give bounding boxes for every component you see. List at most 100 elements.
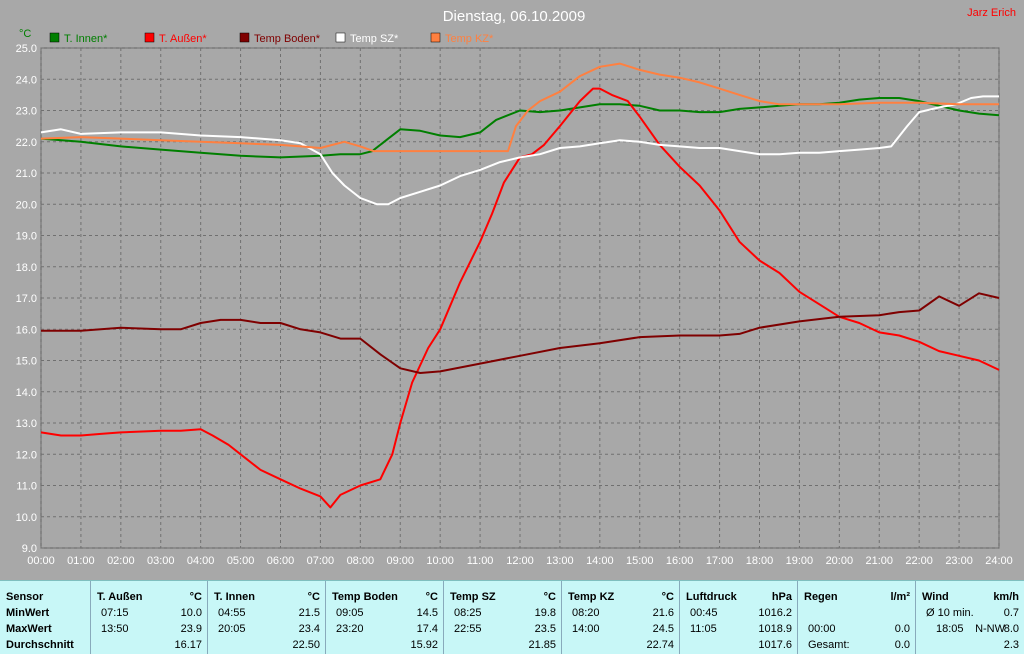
x-tick-label: 09:00 — [386, 555, 414, 567]
x-tick-label: 22:00 — [905, 555, 933, 567]
stats-max-value: 8.0 — [1003, 623, 1019, 635]
y-tick-label: 13.0 — [16, 418, 37, 430]
y-tick-label: 18.0 — [16, 262, 37, 274]
stats-max-row: 23:20 17.4 — [326, 621, 444, 637]
stats-min-value: 21.5 — [298, 607, 320, 619]
stats-max-value: 1018.9 — [758, 623, 792, 635]
x-tick-label: 03:00 — [147, 555, 175, 567]
legend-swatch — [239, 32, 250, 43]
stats-column-t-au-en: T. Außen °C 07:15 10.0 13:50 23.9 16.17 — [90, 581, 208, 654]
stats-max-row: 14:00 24.5 — [562, 621, 680, 637]
x-tick-label: 11:00 — [467, 555, 494, 567]
stats-max-value: 23.9 — [180, 623, 202, 635]
stats-header-unit: hPa — [771, 591, 792, 603]
stats-min-time: 08:25 — [454, 607, 482, 619]
y-tick-label: 9.0 — [22, 543, 37, 555]
stats-min-value: 1016.2 — [758, 607, 792, 619]
x-tick-label: 16:00 — [666, 555, 694, 567]
stats-min-value: 10.0 — [180, 607, 202, 619]
stats-max-row: 18:05 N-NW 8.0 — [916, 621, 1024, 637]
stats-min-value: 21.6 — [652, 607, 674, 619]
legend-label: T. Außen* — [159, 33, 207, 45]
x-tick-label: 12:00 — [506, 555, 534, 567]
legend-swatch — [49, 32, 60, 43]
stats-max-time: 00:00 — [808, 623, 836, 635]
stats-avg-label: Gesamt: — [808, 639, 850, 651]
x-tick-label: 15:00 — [626, 555, 654, 567]
stats-max-time: 13:50 — [101, 623, 129, 635]
stats-max-value: 24.5 — [652, 623, 674, 635]
x-tick-label: 21:00 — [865, 555, 893, 567]
stats-header: Temp KZ °C — [562, 589, 680, 605]
x-tick-label: 01:00 — [67, 555, 95, 567]
stats-max-direction: N-NW — [975, 623, 1005, 635]
stats-column-temp-boden: Temp Boden °C 09:05 14.5 23:20 17.4 15.92 — [325, 581, 444, 654]
y-tick-label: 24.0 — [16, 74, 37, 86]
y-tick-label: 22.0 — [16, 137, 37, 149]
stats-header-name: Temp Boden — [332, 591, 398, 603]
x-tick-label: 08:00 — [347, 555, 375, 567]
stats-header: Temp SZ °C — [444, 589, 562, 605]
stats-header: T. Außen °C — [91, 589, 208, 605]
stats-max-value: 23.5 — [534, 623, 556, 635]
y-tick-label: 23.0 — [16, 106, 37, 118]
stats-row-label: Durchschnitt — [6, 639, 74, 651]
stats-avg-value: 16.17 — [174, 639, 202, 651]
x-tick-label: 00:00 — [27, 555, 55, 567]
series-line-2 — [41, 292, 1000, 374]
stats-avg-value: 21.85 — [528, 639, 556, 651]
stats-min-row: 09:05 14.5 — [326, 605, 444, 621]
x-tick-label: 24:00 — [985, 555, 1013, 567]
stats-min-time: Ø 10 min. — [926, 607, 974, 619]
stats-min-value: 19.8 — [534, 607, 556, 619]
y-tick-label: 20.0 — [16, 199, 37, 211]
stats-column-temp-sz: Temp SZ °C 08:25 19.8 22:55 23.5 21.85 — [443, 581, 562, 654]
y-tick-label: 25.0 — [16, 43, 37, 55]
stats-row-label: MaxWert — [6, 623, 52, 635]
stats-max-time: 18:05 — [936, 623, 964, 635]
stats-column-temp-kz: Temp KZ °C 08:20 21.6 14:00 24.5 22.74 — [561, 581, 680, 654]
y-axis-unit: °C — [19, 28, 31, 40]
stats-avg-row: 16.17 — [91, 637, 208, 653]
stats-min-row: 00:45 1016.2 — [680, 605, 798, 621]
stats-header-name: Wind — [922, 591, 949, 603]
stats-column-luftdruck: Luftdruck hPa 00:45 1016.2 11:05 1018.9 1017.6 — [679, 581, 798, 654]
stats-header-name: Temp SZ — [450, 591, 496, 603]
legend-swatch — [335, 32, 346, 43]
stats-max-value: 0.0 — [894, 623, 910, 635]
stats-header-unit: km/h — [993, 591, 1019, 603]
stats-min-row: 08:25 19.8 — [444, 605, 562, 621]
stats-avg-row: Gesamt: 0.0 — [798, 637, 916, 653]
stats-min-row: 07:15 10.0 — [91, 605, 208, 621]
stats-min-time: 00:45 — [690, 607, 718, 619]
stats-max-row: 00:00 0.0 — [798, 621, 916, 637]
stats-row-label: MinWert — [6, 607, 50, 619]
stats-header-unit: °C — [307, 591, 320, 603]
legend-label: T. Innen* — [64, 33, 108, 45]
y-tick-label: 21.0 — [16, 168, 37, 180]
stats-avg-row: 21.85 — [444, 637, 562, 653]
stats-min-time: 08:20 — [572, 607, 600, 619]
stats-max-time: 11:05 — [690, 623, 717, 635]
y-tick-label: 12.0 — [16, 449, 37, 461]
stats-header: Temp Boden °C — [326, 589, 444, 605]
x-tick-label: 23:00 — [945, 555, 973, 567]
stats-header-name: Temp KZ — [568, 591, 615, 603]
stats-header-unit: °C — [543, 591, 556, 603]
series-line-0 — [40, 97, 1000, 159]
stats-avg-row: 1017.6 — [680, 637, 798, 653]
stats-min-row: 08:20 21.6 — [562, 605, 680, 621]
x-tick-label: 02:00 — [107, 555, 135, 567]
x-tick-label: 07:00 — [307, 555, 335, 567]
y-tick-label: 11.0 — [16, 481, 37, 493]
stats-header-unit: °C — [189, 591, 202, 603]
stats-avg-value: 1017.6 — [758, 639, 792, 651]
stats-min-time: 09:05 — [336, 607, 364, 619]
stats-max-time: 22:55 — [454, 623, 482, 635]
x-tick-label: 10:00 — [426, 555, 454, 567]
chart-background — [0, 0, 1024, 580]
stats-avg-row: 15.92 — [326, 637, 444, 653]
stats-min-time: 04:55 — [218, 607, 246, 619]
y-tick-label: 15.0 — [16, 356, 37, 368]
x-tick-label: 14:00 — [586, 555, 614, 567]
